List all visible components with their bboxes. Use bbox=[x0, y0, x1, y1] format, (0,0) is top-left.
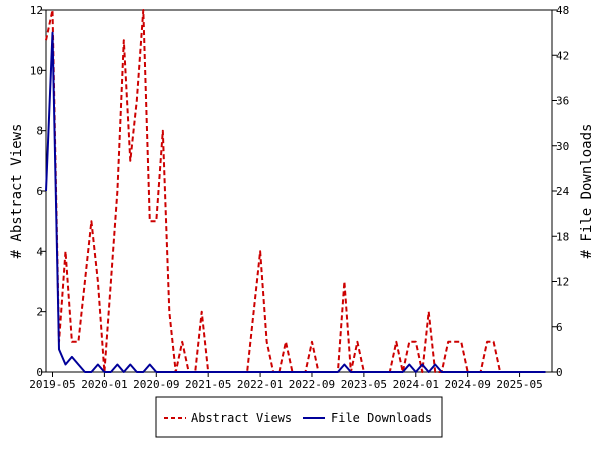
legend: Abstract Views File Downloads bbox=[155, 396, 443, 438]
x-tick-label: 2020-01 bbox=[81, 378, 127, 391]
right-tick-label: 42 bbox=[556, 49, 569, 62]
x-tick-label: 2019-05 bbox=[29, 378, 75, 391]
left-tick-label: 4 bbox=[36, 245, 43, 258]
plot-area bbox=[45, 9, 553, 373]
right-tick-label: 12 bbox=[556, 276, 569, 289]
y-axis-label-right: # File Downloads bbox=[579, 124, 595, 259]
x-tick-label: 2020-09 bbox=[133, 378, 179, 391]
x-axis: 2019-05 2020-01 2020-09 2021-05 2022-01 2022-… bbox=[29, 372, 543, 391]
legend-label-abstract-views: Abstract Views bbox=[191, 411, 292, 425]
left-tick-label: 0 bbox=[36, 366, 43, 379]
x-tick-label: 2024-09 bbox=[444, 378, 490, 391]
right-tick-label: 18 bbox=[556, 230, 569, 243]
right-tick-label: 30 bbox=[556, 140, 569, 153]
left-tick-label: 12 bbox=[30, 4, 43, 17]
legend-label-file-downloads: File Downloads bbox=[331, 411, 432, 425]
series-layer bbox=[45, 9, 546, 373]
x-tick-label: 2022-09 bbox=[289, 378, 335, 391]
right-tick-label: 6 bbox=[556, 321, 563, 334]
right-tick-label: 48 bbox=[556, 4, 569, 17]
x-tick-label: 2022-01 bbox=[237, 378, 283, 391]
x-tick-label: 2023-05 bbox=[341, 378, 387, 391]
left-tick-label: 6 bbox=[36, 185, 43, 198]
right-tick-label: 24 bbox=[556, 185, 570, 198]
left-tick-label: 8 bbox=[36, 125, 43, 138]
x-tick-label: 2021-05 bbox=[185, 378, 231, 391]
series-line-file-downloads bbox=[45, 31, 546, 373]
right-tick-label: 0 bbox=[556, 366, 563, 379]
left-tick-label: 10 bbox=[30, 64, 43, 77]
x-tick-label: 2024-01 bbox=[393, 378, 439, 391]
y-axis-label-left: # Abstract Views bbox=[9, 124, 25, 259]
left-tick-label: 2 bbox=[36, 306, 43, 319]
x-tick-label: 2025-05 bbox=[496, 378, 542, 391]
left-axis: 0 2 4 6 8 10 12 bbox=[30, 4, 46, 379]
right-axis: 0 6 12 18 24 30 36 42 48 bbox=[552, 4, 570, 379]
legend-box bbox=[155, 396, 443, 438]
right-tick-label: 36 bbox=[556, 95, 569, 108]
